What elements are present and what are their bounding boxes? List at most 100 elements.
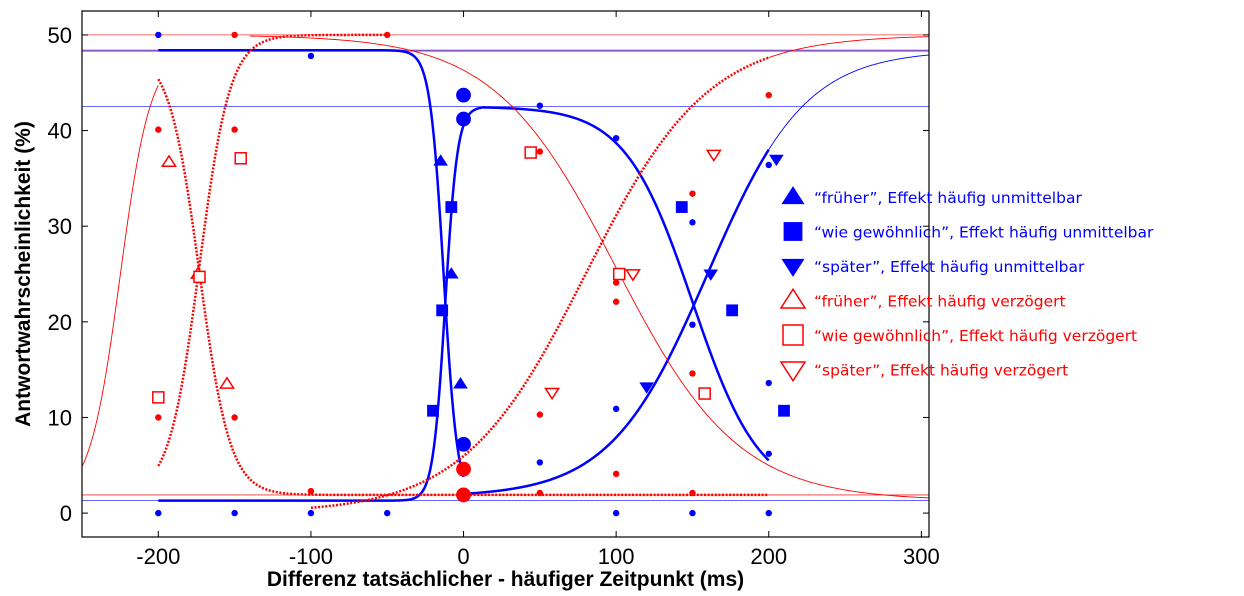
raw-data-point — [612, 298, 620, 305]
fit-curve-blue_wie — [481, 106, 770, 462]
raw-data-point — [765, 450, 772, 457]
legend-marker-blue_wie — [783, 222, 803, 241]
data-marker-blue_wie — [675, 201, 688, 213]
raw-data-point — [536, 148, 544, 155]
legend-marker-red_spaeter — [779, 361, 807, 383]
reference-lines — [82, 34, 929, 502]
legend: “früher”, Effekt häufig unmittelbar “wie … — [779, 186, 1154, 383]
x-tick-label: -200 — [136, 544, 180, 569]
data-marker-red_wie — [193, 270, 206, 284]
data-marker-blue_wie — [427, 404, 439, 417]
raw-data-point — [689, 370, 696, 377]
raw-data-point — [384, 31, 391, 39]
data-marker-red_spaeter — [705, 149, 722, 163]
data-marker-blue_wie — [778, 404, 790, 417]
raw-data-point — [689, 219, 696, 226]
fit-curve-red_wie — [249, 35, 930, 499]
raw-data-point — [307, 52, 315, 60]
raw-data-point — [612, 470, 620, 478]
fit-curve-red_spaeter — [768, 36, 930, 59]
x-axis-title: Differenz tatsächlicher - häufiger Zeitp… — [267, 568, 744, 591]
raw-data-point — [536, 459, 544, 466]
x-tick-label: -100 — [289, 544, 333, 569]
raw-data-point — [689, 190, 696, 197]
y-axis-title: Antwortwahrscheinlichkeit (%) — [12, 121, 35, 427]
legend-marker-blue_spaeter — [781, 258, 805, 277]
raw-data-point — [155, 31, 162, 39]
raw-data-point — [155, 509, 162, 517]
data-marker-red_frueher — [219, 376, 235, 389]
data-marker-blue_spaeter — [639, 382, 654, 394]
data-marker-red_wie — [698, 387, 711, 400]
raw-data-point — [307, 509, 315, 517]
data-marker-blue_spaeter — [769, 154, 784, 167]
raw-data-point — [231, 126, 238, 133]
raw-data-point — [155, 126, 162, 133]
data-marker-blue_spaeter — [703, 269, 719, 281]
raw-data-point — [765, 509, 772, 517]
data-marker-blue_frueher — [443, 267, 459, 279]
raw-data-point — [689, 509, 696, 517]
data-marker-red_wie — [524, 146, 537, 159]
fit-curve-blue_wie — [157, 106, 483, 502]
data-markers — [152, 87, 790, 503]
y-tick-label: 10 — [48, 405, 72, 430]
fit-curve-red_frueher — [157, 78, 769, 497]
legend-label-blue_frueher: “früher”, Effekt häufig unmittelbar — [814, 189, 1082, 207]
raw-data-point — [155, 414, 162, 421]
y-tick-label: 30 — [48, 214, 72, 239]
legend-marker-red_frueher — [779, 287, 807, 309]
raw-data-point — [231, 414, 238, 421]
data-marker-red_frueher — [161, 154, 177, 167]
raw-data-point — [307, 487, 315, 495]
raw-data-point — [231, 509, 238, 517]
raw-data-point — [612, 279, 620, 286]
data-marker-red_wie — [234, 152, 247, 165]
legend-label-red_frueher: “früher”, Effekt häufig verzögert — [814, 293, 1066, 311]
data-marker-red_spaeter — [544, 387, 561, 401]
raw-data-point — [765, 91, 772, 99]
raw-data-point — [765, 379, 772, 387]
fit-curve-blue_frueher — [157, 48, 465, 478]
data-marker-red_spaeter — [624, 269, 641, 282]
raw-data-point — [689, 489, 696, 497]
fit-curve-blue_spaeter — [463, 149, 770, 496]
fit-curve-red_spaeter — [310, 56, 770, 510]
x-tick-label: 100 — [598, 544, 635, 569]
data-marker-red_center — [456, 487, 471, 503]
legend-label-red_spaeter: “später”, Effekt häufig verzögert — [814, 362, 1068, 380]
plot-frame — [81, 10, 930, 538]
data-marker-blue_frueher — [433, 154, 448, 166]
legend-label-blue_spaeter: “später”, Effekt häufig unmittelbar — [814, 258, 1085, 276]
raw-data-point — [384, 509, 391, 517]
data-marker-blue_center — [456, 436, 471, 452]
y-tick-label: 40 — [48, 119, 72, 144]
raw-data-point — [612, 509, 620, 517]
data-marker-blue_wie — [726, 304, 739, 317]
raw-data-point — [231, 31, 238, 39]
raw-data-point — [536, 102, 544, 109]
fit-curve-blue_spaeter — [768, 54, 930, 150]
data-marker-blue_frueher — [453, 377, 468, 389]
x-tick-label: 200 — [750, 544, 787, 569]
data-marker-blue_center — [456, 87, 471, 103]
fit-curve-red_wie — [157, 33, 388, 467]
legend-label-red_wie: “wie gewöhnlich”, Effekt häufig verzöger… — [814, 327, 1137, 345]
raw-data-point — [612, 134, 620, 142]
legend-marker-blue_frueher — [781, 186, 805, 205]
y-tick-label: 50 — [48, 23, 72, 48]
legend-label-blue_wie: “wie gewöhnlich”, Effekt häufig unmittel… — [814, 224, 1154, 242]
fit-curve-red_wie — [81, 85, 159, 467]
data-marker-red_wie — [612, 267, 626, 281]
data-marker-red_wie — [152, 391, 165, 404]
raw-data-point — [536, 489, 544, 497]
x-tick-label: 300 — [903, 544, 940, 569]
data-marker-blue_center — [456, 111, 471, 127]
raw-data-point — [612, 405, 620, 413]
legend-marker-red_wie — [782, 324, 804, 346]
raw-data-point — [765, 161, 772, 169]
y-tick-label: 20 — [48, 310, 72, 335]
data-marker-blue_wie — [445, 201, 458, 213]
data-marker-red_center — [456, 461, 471, 477]
